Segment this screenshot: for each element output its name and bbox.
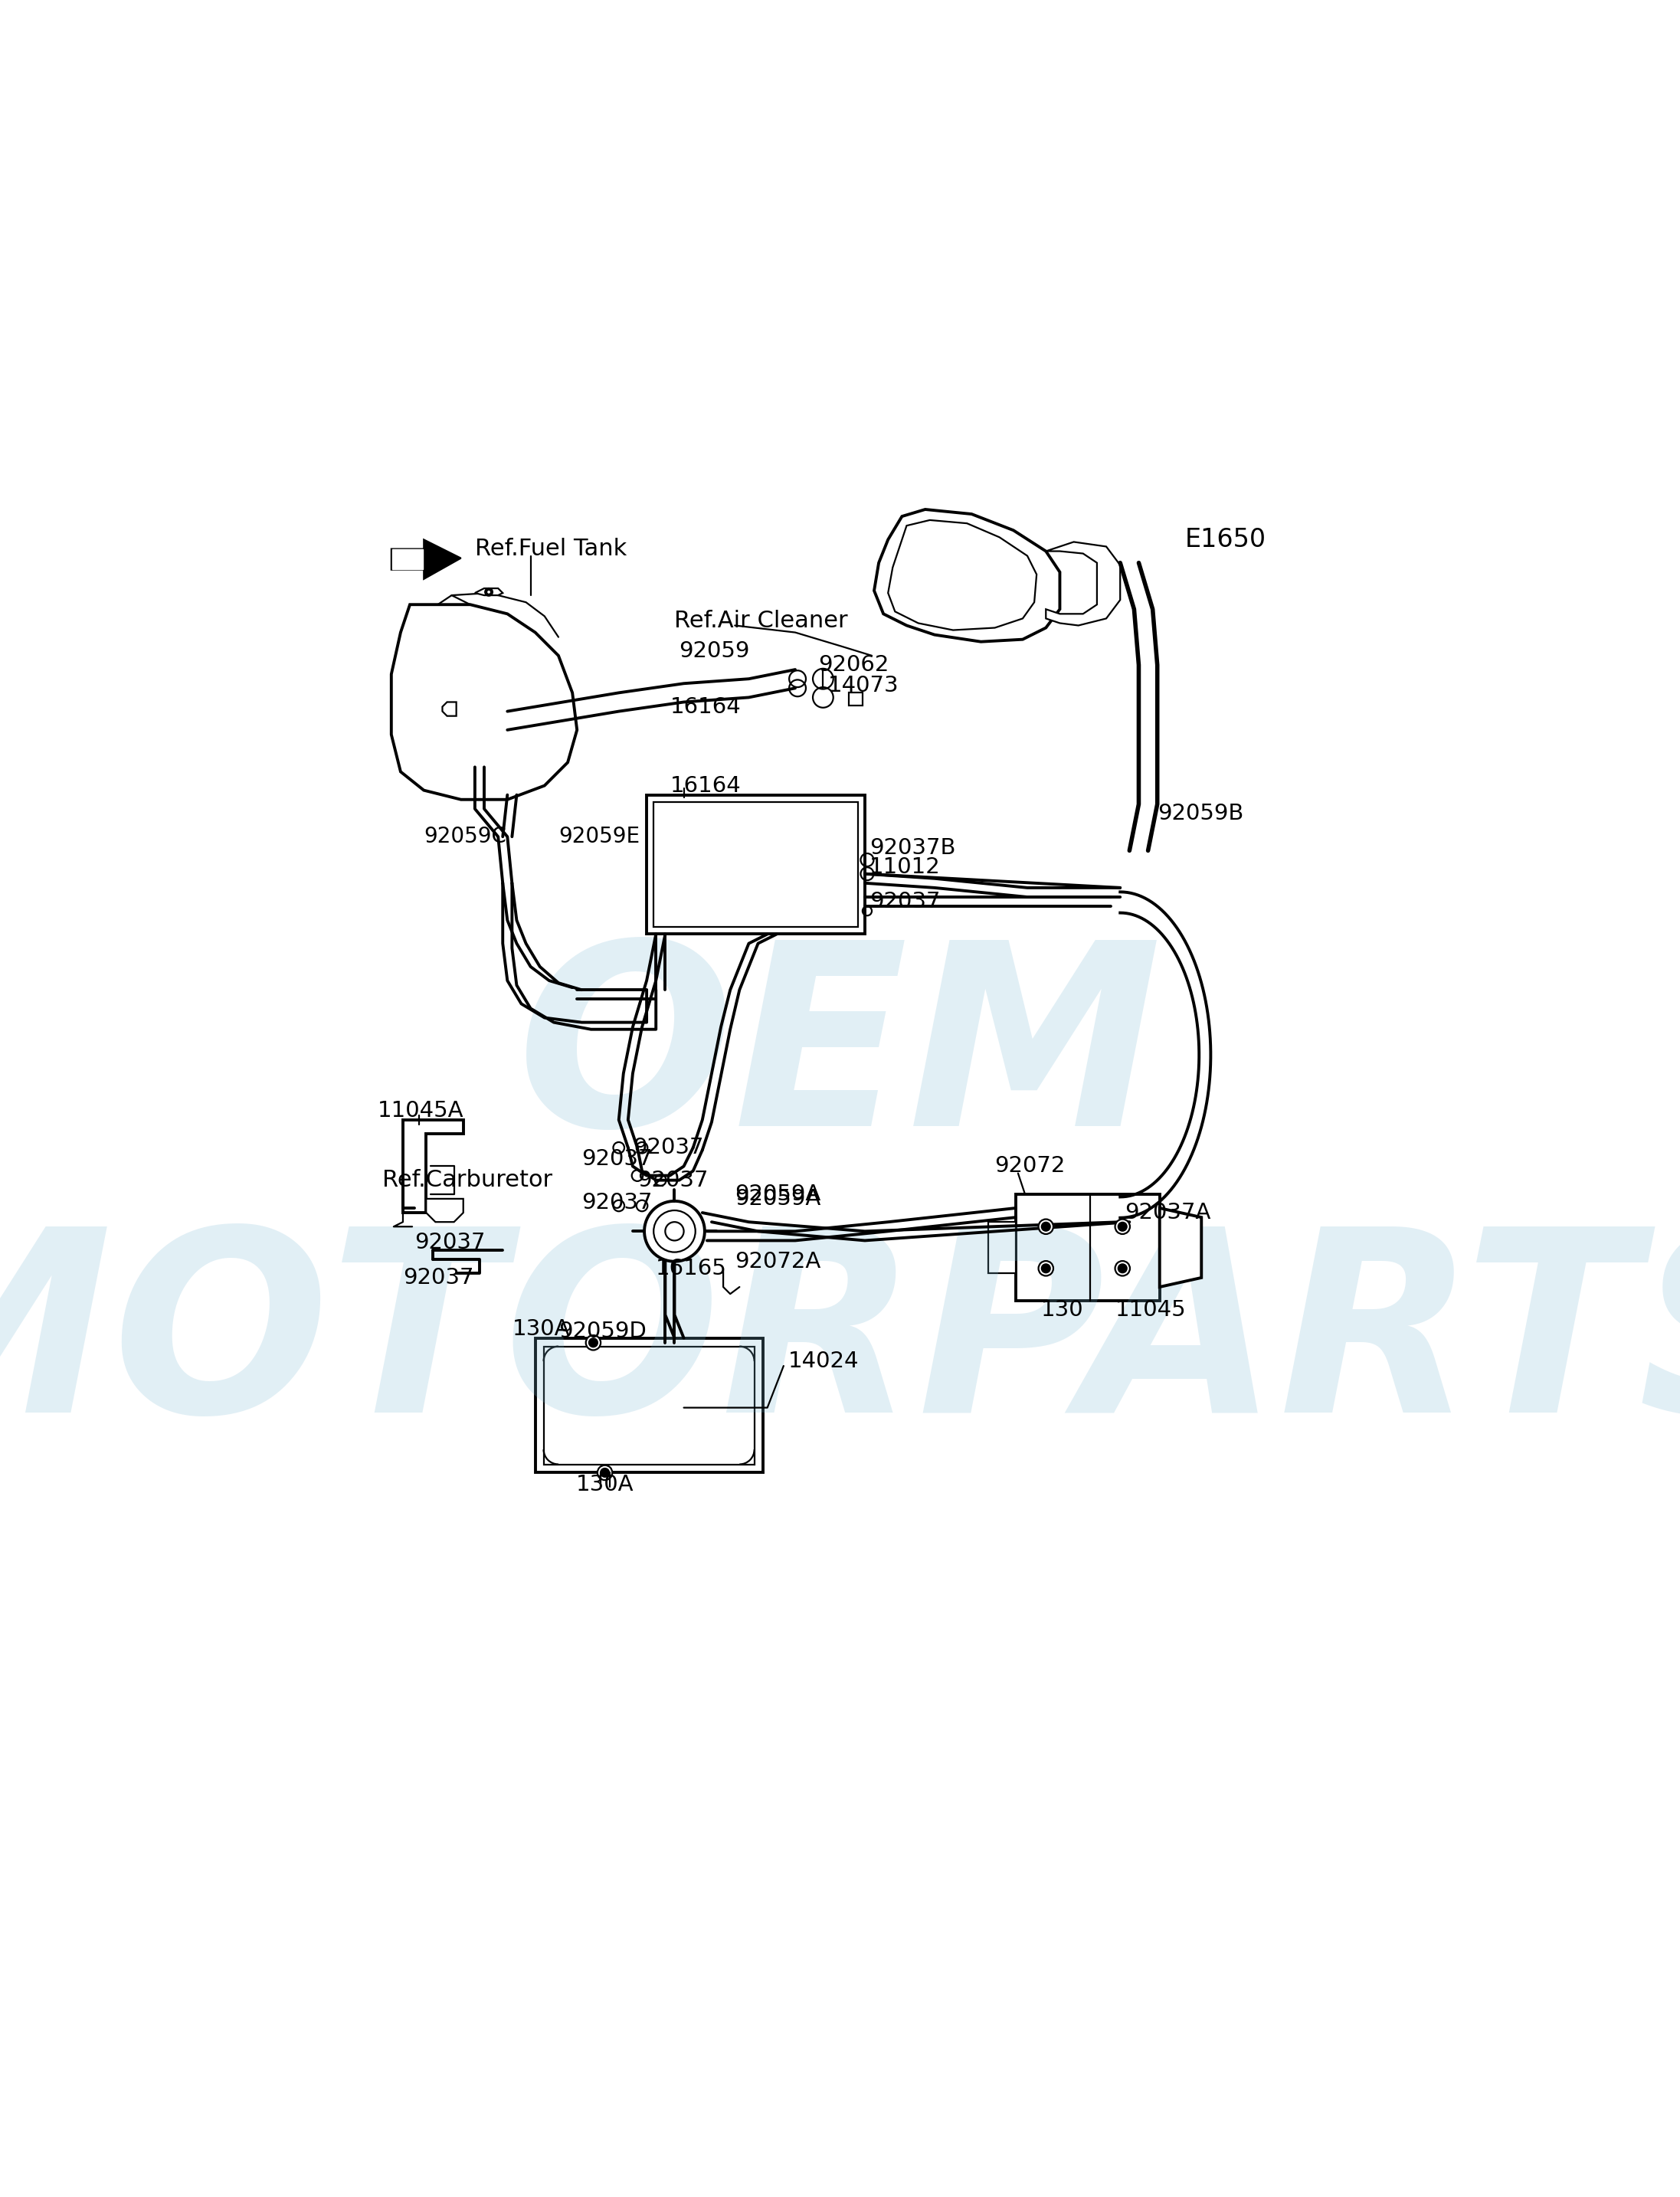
Circle shape	[590, 1338, 598, 1347]
Text: 16165: 16165	[655, 1257, 727, 1279]
Circle shape	[1042, 1263, 1050, 1272]
Text: 14024: 14024	[788, 1351, 858, 1371]
Polygon shape	[442, 703, 457, 716]
Text: 92059C: 92059C	[423, 826, 506, 848]
Circle shape	[665, 1222, 684, 1241]
Text: 92059A: 92059A	[734, 1184, 822, 1204]
Text: 92062: 92062	[818, 655, 889, 677]
Text: 92059D: 92059D	[558, 1320, 647, 1342]
Text: 92059E: 92059E	[558, 826, 640, 848]
Circle shape	[1116, 1219, 1131, 1235]
Text: 92037B: 92037B	[870, 837, 956, 859]
Polygon shape	[427, 1200, 464, 1222]
Text: Ref.Fuel Tank: Ref.Fuel Tank	[475, 538, 627, 560]
Circle shape	[654, 1211, 696, 1252]
Bar	[988, 1222, 1016, 1272]
Circle shape	[645, 1202, 704, 1261]
Bar	[1016, 1195, 1159, 1301]
Polygon shape	[391, 549, 423, 569]
Circle shape	[1119, 1263, 1127, 1272]
Text: 11045A: 11045A	[378, 1101, 464, 1120]
Polygon shape	[1159, 1208, 1201, 1287]
Text: 92072A: 92072A	[734, 1250, 822, 1272]
Text: 14073: 14073	[828, 674, 899, 696]
Circle shape	[598, 1465, 612, 1481]
Polygon shape	[874, 510, 1060, 642]
Bar	[848, 692, 862, 705]
Text: Ref.Carburetor: Ref.Carburetor	[381, 1169, 553, 1191]
Circle shape	[1116, 1261, 1131, 1276]
Polygon shape	[391, 540, 460, 580]
Polygon shape	[391, 604, 576, 800]
Text: 92037: 92037	[633, 1138, 704, 1158]
Circle shape	[1042, 1222, 1050, 1230]
Text: 92037: 92037	[581, 1191, 652, 1213]
Text: 92059B: 92059B	[1158, 802, 1243, 824]
Circle shape	[1038, 1219, 1053, 1235]
Text: 16164: 16164	[670, 696, 741, 718]
Text: 92037: 92037	[870, 892, 941, 912]
Bar	[536, 1338, 763, 1472]
Circle shape	[1119, 1222, 1127, 1230]
Bar	[544, 1347, 754, 1465]
Text: 92037A: 92037A	[1126, 1202, 1211, 1224]
Text: 11045: 11045	[1116, 1298, 1186, 1320]
Text: 92059A: 92059A	[734, 1189, 822, 1211]
Polygon shape	[889, 521, 1037, 631]
Text: 92037: 92037	[581, 1149, 652, 1171]
Circle shape	[586, 1336, 601, 1351]
Text: OEM
MOTORPARTS: OEM MOTORPARTS	[0, 932, 1680, 1465]
Text: 92037: 92037	[415, 1233, 486, 1254]
Polygon shape	[1047, 543, 1121, 626]
Text: 92037: 92037	[637, 1169, 709, 1191]
Text: 11012: 11012	[870, 857, 941, 877]
Text: Ref.Air Cleaner: Ref.Air Cleaner	[674, 611, 848, 633]
Text: 16164: 16164	[670, 776, 741, 795]
Bar	[647, 795, 865, 934]
Text: 130A: 130A	[512, 1318, 570, 1340]
Text: 92037: 92037	[403, 1268, 474, 1287]
Text: FRONT: FRONT	[396, 554, 447, 569]
Text: 130A: 130A	[576, 1474, 633, 1494]
Text: 130: 130	[1042, 1298, 1084, 1320]
Circle shape	[601, 1468, 610, 1476]
Circle shape	[1038, 1261, 1053, 1276]
Polygon shape	[475, 589, 502, 595]
Text: E1650: E1650	[1184, 527, 1267, 551]
Text: 92059: 92059	[679, 639, 749, 661]
Bar	[654, 802, 858, 927]
Text: 92072: 92072	[995, 1156, 1065, 1178]
Polygon shape	[403, 1120, 464, 1213]
